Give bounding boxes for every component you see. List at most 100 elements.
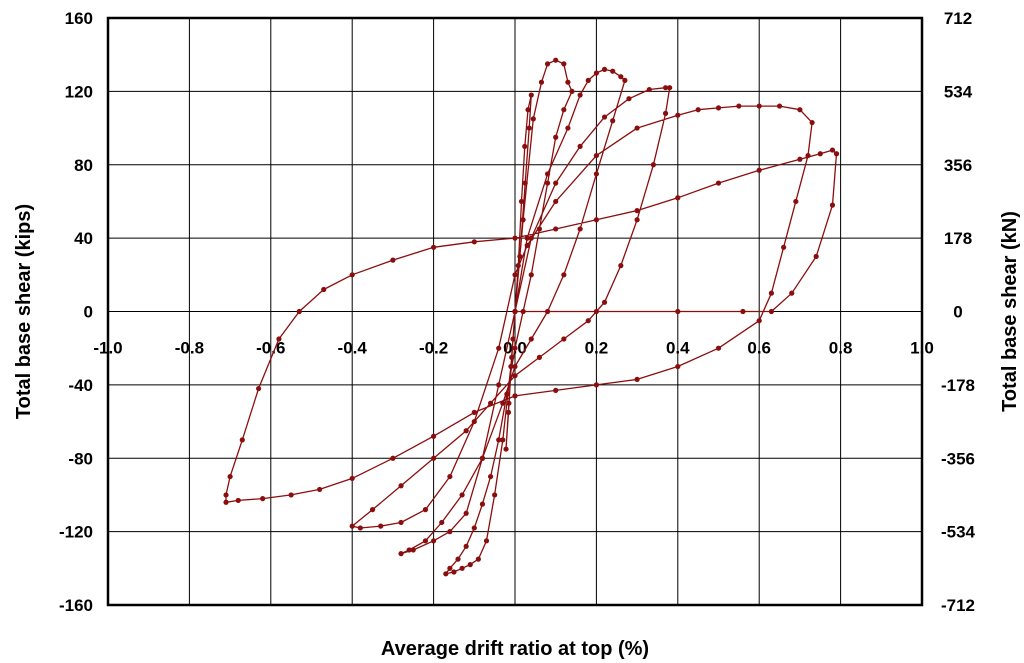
data-point [529,236,534,241]
x-axis-label: Average drift ratio at top (%) [381,638,649,660]
data-point [492,492,497,497]
data-point [757,318,762,323]
data-point [586,318,591,323]
data-point [561,107,566,112]
data-point [539,80,544,85]
data-point [510,336,515,341]
data-point [716,105,721,110]
data-point [350,524,355,529]
data-point [736,103,741,108]
data-point [675,113,680,118]
data-point [506,410,511,415]
data-point [830,147,835,152]
data-point [561,61,566,66]
data-point [223,500,228,505]
data-point [663,111,668,116]
data-point [561,272,566,277]
y-tick-labels: -160 -120 -80 -40 0 40 80 120 160 [59,9,93,615]
data-point [459,566,464,571]
data-point [321,287,326,292]
data-point [561,336,566,341]
data-point [578,226,583,231]
data-point [594,217,599,222]
data-point [527,125,532,130]
y2-axis-label: Total base shear (kN) [999,211,1021,412]
data-point [228,474,233,479]
x-tick-label: -0.8 [175,339,204,358]
data-point [565,125,570,130]
data-point [390,456,395,461]
data-point [431,245,436,250]
data-point [553,180,558,185]
data-point [468,562,473,567]
y2-tick-label: -356 [941,449,975,468]
y2-tick-label: 356 [944,156,972,175]
data-point [565,80,570,85]
data-point [423,538,428,543]
data-point [411,547,416,552]
data-point [317,487,322,492]
y2-tick-label: -534 [941,523,976,542]
x-tick-label: -0.2 [419,339,448,358]
data-point [509,355,514,360]
data-point [622,78,627,83]
data-point [525,107,530,112]
data-point [781,245,786,250]
data-point [370,507,375,512]
data-point [423,507,428,512]
data-point [818,151,823,156]
data-point [517,254,522,259]
data-point [431,456,436,461]
data-point [503,446,508,451]
y-tick-label: 160 [65,9,93,28]
data-point [602,114,607,119]
data-point [488,474,493,479]
data-point [545,171,550,176]
data-point [512,272,517,277]
y-tick-label: 80 [74,156,93,175]
data-point [455,557,460,562]
data-point [569,89,574,94]
data-point [512,236,517,241]
data-point [523,180,528,185]
data-point [769,309,774,314]
x-tick-label: -0.4 [338,339,368,358]
data-point [529,92,534,97]
y-tick-label: 0 [84,303,93,322]
data-point [519,199,524,204]
y-tick-label: -120 [59,523,93,542]
data-point [472,410,477,415]
data-point [472,419,477,424]
data-point [525,243,530,248]
data-point [537,226,542,231]
y-tick-label: -40 [68,376,93,395]
data-point [696,107,701,112]
y2-tick-label: 0 [953,303,962,322]
data-point [447,474,452,479]
data-point [545,180,550,185]
data-point [500,437,505,442]
data-point [675,195,680,200]
data-point [834,151,839,156]
y-axis-label: Total base shear (kips) [13,204,35,419]
data-point [537,355,542,360]
data-point [236,498,241,503]
y2-tick-label: 178 [944,229,972,248]
data-point [398,520,403,525]
data-point [529,272,534,277]
data-point [675,364,680,369]
y-tick-label: 40 [74,229,93,248]
data-point [297,309,302,314]
data-point [289,492,294,497]
series-line [226,60,837,574]
y-tick-label: 120 [65,82,93,101]
data-point [350,272,355,277]
data-point [358,525,363,530]
data-point [814,254,819,259]
data-point [516,263,521,268]
data-point [496,382,501,387]
data-point [512,393,517,398]
data-point [716,180,721,185]
data-point [553,226,558,231]
data-point [464,428,469,433]
